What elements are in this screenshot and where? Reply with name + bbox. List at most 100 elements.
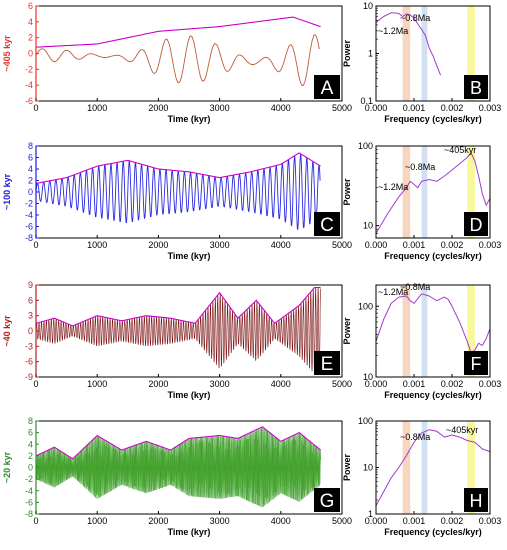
x-tick-label: 5000 — [332, 240, 352, 250]
panel-letter: H — [470, 491, 483, 511]
envelope-line — [35, 152, 321, 184]
y-tick-label: 2 — [28, 176, 33, 186]
y-tick-label: -6 — [25, 357, 33, 367]
x-tick-label: 4000 — [271, 516, 291, 526]
y-tick-label: 100 — [358, 301, 373, 311]
x-tick-label: 0.000 — [365, 379, 388, 389]
panel-letter: C — [320, 215, 334, 236]
envelope-line — [35, 287, 321, 327]
y-tick-label: 100 — [358, 141, 373, 151]
peak-annotation: ~1.2Ma — [378, 26, 408, 36]
power-spectrum-line — [375, 152, 491, 234]
y-tick-label: -4 — [25, 80, 33, 90]
x-tick-label: 0.003 — [479, 379, 502, 389]
y-axis-label: ~405 kyr — [2, 35, 12, 72]
x-tick-label: 3000 — [210, 103, 230, 113]
y-axis-label: Power — [342, 317, 352, 345]
y-tick-label: 8 — [28, 416, 33, 426]
x-tick-label: 0.003 — [479, 516, 502, 526]
panel-A: 0 1000 2000 3000 4000 5000 6 4 2 0 -2 -4 -6 Time (kyr… — [2, 1, 352, 124]
plot-frame — [375, 284, 491, 378]
panel-F: 0.000 0.001 0.002 0.003 100 10 Frequency (cycl… — [342, 282, 501, 400]
y-tick-label: 0 — [28, 49, 33, 59]
y-tick-label: 6 — [28, 153, 33, 163]
peak-annotation: ~1.2Ma — [378, 287, 408, 297]
panel-letter: F — [471, 354, 482, 374]
power-spectrum-line — [375, 293, 491, 354]
x-axis-label: Frequency (cycles/kyr) — [384, 527, 482, 537]
frequency-band — [467, 285, 475, 377]
peak-annotation: ~0.8Ma — [400, 13, 430, 23]
y-axis-label: ~20 kyr — [2, 451, 12, 483]
x-tick-label: 0.000 — [365, 103, 388, 113]
x-axis-label: Time (kyr) — [168, 390, 211, 400]
panel-H: 0.000 0.001 0.002 0.003 100 10 1 Frequency (cyc… — [342, 416, 501, 537]
y-tick-label: -6 — [25, 96, 33, 106]
x-tick-label: 5000 — [332, 103, 352, 113]
y-tick-label: 10 — [363, 1, 373, 11]
y-axis-label: ~100 kyr — [2, 173, 12, 210]
y-tick-label: 2 — [28, 33, 33, 43]
frequency-band — [421, 6, 428, 101]
frequency-band — [421, 421, 428, 514]
frequency-band — [402, 6, 411, 101]
x-tick-label: 2000 — [148, 516, 168, 526]
power-spectrum-line — [375, 429, 491, 507]
y-tick-label: 2 — [28, 451, 33, 461]
x-tick-label: 0 — [33, 379, 38, 389]
y-tick-label: 4 — [28, 17, 33, 27]
y-tick-label: 4 — [28, 164, 33, 174]
peak-annotation: ~0.8Ma — [400, 282, 430, 292]
x-tick-label: 3000 — [210, 240, 230, 250]
peak-annotation: ~0.8Ma — [400, 432, 430, 442]
power-spectrum-line — [375, 12, 442, 76]
x-tick-label: 0 — [33, 103, 38, 113]
y-tick-label: -2 — [25, 474, 33, 484]
x-axis-label: Time (kyr) — [168, 251, 211, 261]
x-tick-label: 0.002 — [441, 240, 464, 250]
x-tick-label: 3000 — [210, 379, 230, 389]
x-axis-label: Frequency (cycles/kyr) — [384, 390, 482, 400]
y-tick-label: 9 — [28, 280, 33, 290]
y-tick-label: -4 — [25, 210, 33, 220]
frequency-band — [402, 285, 411, 377]
panel-letter-box — [314, 351, 340, 375]
y-axis-label: ~40 kyr — [2, 315, 12, 347]
x-axis-label: Time (kyr) — [168, 114, 211, 124]
x-tick-label: 0.003 — [479, 103, 502, 113]
x-tick-label: 5000 — [332, 516, 352, 526]
x-tick-label: 0.000 — [365, 516, 388, 526]
panel-letter-box — [464, 488, 488, 512]
y-tick-label: 0 — [28, 187, 33, 197]
y-tick-label: -8 — [25, 509, 33, 519]
x-tick-label: 5000 — [332, 379, 352, 389]
panel-E: 0 1000 2000 3000 4000 5000 9 6 3 0 -3 -6 -9 Time (kyr… — [2, 280, 352, 400]
panel-letter: A — [321, 78, 334, 99]
frequency-band — [402, 146, 411, 238]
y-axis-label: Power — [342, 40, 352, 68]
y-tick-label: 6 — [28, 1, 33, 11]
y-tick-label: 1 — [368, 509, 373, 519]
x-tick-label: 2000 — [148, 103, 168, 113]
y-tick-label: 10 — [363, 372, 373, 382]
y-axis-label: Power — [342, 178, 352, 206]
signal-line — [35, 34, 320, 87]
x-axis-label: Frequency (cycles/kyr) — [384, 114, 482, 124]
y-tick-label: 10 — [363, 463, 373, 473]
x-tick-label: 0.001 — [403, 516, 426, 526]
y-tick-label: 0 — [28, 326, 33, 336]
panel-letter: D — [470, 215, 483, 235]
panel-B: 0.000 0.001 0.002 0.003 10 1 0.1 Frequency (cyc… — [342, 1, 501, 124]
panel-letter-box — [464, 212, 488, 236]
x-tick-label: 4000 — [271, 379, 291, 389]
x-tick-label: 1000 — [87, 379, 107, 389]
frequency-band — [402, 421, 411, 514]
y-tick-label: 0 — [28, 463, 33, 473]
y-tick-label: 4 — [28, 439, 33, 449]
frequency-band — [467, 6, 475, 101]
x-axis-label: Time (kyr) — [168, 527, 211, 537]
x-tick-label: 0.002 — [441, 516, 464, 526]
peak-annotation: ~0.8Ma — [405, 162, 435, 172]
